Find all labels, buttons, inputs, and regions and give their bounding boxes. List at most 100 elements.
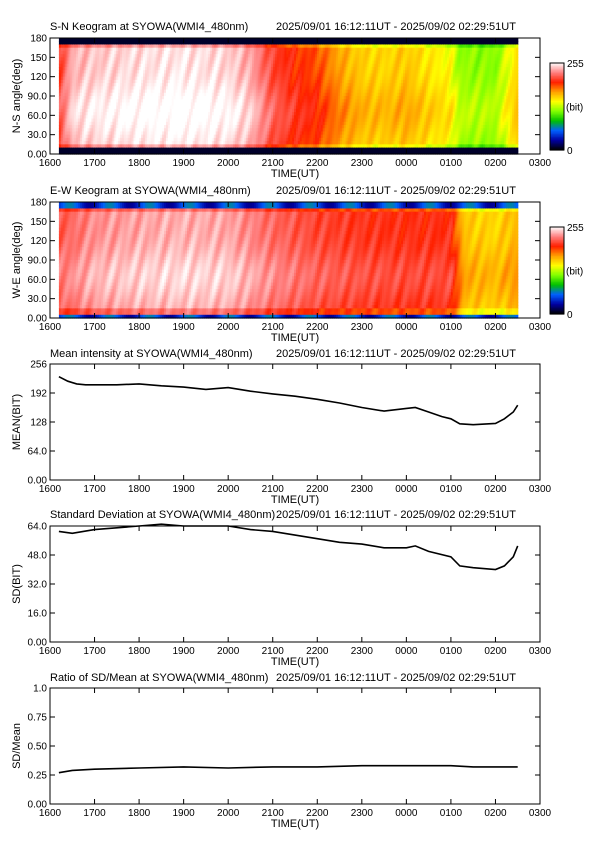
keogram-cell bbox=[74, 44, 77, 49]
keogram-cell bbox=[60, 147, 64, 152]
keogram-cell bbox=[139, 121, 142, 126]
keogram-cell bbox=[150, 50, 154, 55]
keogram-cell bbox=[110, 144, 114, 149]
keogram-cell bbox=[85, 125, 89, 129]
keogram-cell bbox=[58, 60, 62, 65]
keogram-cell bbox=[120, 47, 123, 52]
keogram-cell bbox=[152, 50, 156, 55]
keogram-cell bbox=[158, 83, 161, 87]
keogram-cell bbox=[106, 137, 110, 142]
keogram-cell bbox=[70, 102, 73, 107]
keogram-cell bbox=[99, 121, 102, 126]
keogram-cell bbox=[143, 125, 146, 129]
keogram-cell bbox=[129, 54, 133, 58]
keogram-cell bbox=[74, 38, 77, 42]
keogram-cell bbox=[154, 89, 158, 94]
keogram-cell bbox=[70, 128, 73, 133]
keogram-cell bbox=[78, 137, 81, 142]
keogram-cell bbox=[141, 112, 144, 116]
keogram-cell bbox=[148, 73, 152, 78]
keogram-cell bbox=[76, 128, 79, 133]
keogram-cell bbox=[95, 76, 98, 81]
keogram-cell bbox=[62, 108, 66, 113]
keogram-cell bbox=[97, 115, 100, 120]
keogram-cell bbox=[97, 50, 100, 55]
keogram-cell bbox=[78, 44, 81, 49]
keogram-cell bbox=[64, 41, 68, 46]
keogram-cell bbox=[85, 63, 89, 68]
keogram-cell bbox=[133, 141, 136, 145]
keogram-cell bbox=[58, 38, 62, 42]
keogram-cell bbox=[148, 92, 152, 97]
keogram-cell bbox=[123, 118, 127, 123]
keogram-cell bbox=[87, 137, 91, 142]
keogram-cell bbox=[137, 150, 140, 155]
keogram-cell bbox=[143, 131, 146, 136]
keogram-cell bbox=[137, 92, 140, 97]
keogram-cell bbox=[106, 147, 110, 152]
keogram-cell bbox=[118, 108, 121, 113]
keogram-cell bbox=[156, 83, 159, 87]
keogram-cell bbox=[131, 73, 135, 78]
keogram-cell bbox=[110, 50, 114, 55]
keogram-cell bbox=[118, 38, 121, 42]
keogram-cell bbox=[64, 105, 68, 110]
keogram-cell bbox=[131, 54, 135, 58]
keogram-cell bbox=[110, 60, 114, 65]
keogram-cell bbox=[104, 38, 108, 42]
keogram-cell bbox=[127, 63, 131, 68]
keogram-cell bbox=[143, 50, 146, 55]
keogram-cell bbox=[152, 92, 156, 97]
keogram-cell bbox=[148, 112, 152, 116]
keogram-cell bbox=[95, 50, 98, 55]
keogram-cell bbox=[110, 147, 114, 152]
keogram-cell bbox=[129, 63, 133, 68]
keogram-cell bbox=[104, 150, 108, 155]
keogram-cell bbox=[120, 128, 123, 133]
keogram-cell bbox=[116, 144, 119, 149]
keogram-cell bbox=[116, 38, 119, 42]
keogram-cell bbox=[104, 134, 108, 139]
keogram-cell bbox=[148, 70, 152, 75]
keogram-cell bbox=[122, 128, 125, 133]
keogram-cell bbox=[146, 118, 150, 123]
keogram-cell bbox=[70, 92, 73, 97]
keogram-cell bbox=[137, 79, 140, 84]
keogram-cell bbox=[122, 118, 125, 123]
keogram-cell bbox=[68, 83, 71, 87]
keogram-cell bbox=[79, 57, 83, 62]
keogram-cell bbox=[144, 67, 148, 71]
keogram-cell bbox=[91, 150, 94, 155]
keogram-cell bbox=[152, 38, 156, 42]
keogram-cell bbox=[148, 86, 152, 91]
keogram-cell bbox=[87, 112, 91, 116]
keogram-cell bbox=[144, 102, 148, 107]
keogram-cell bbox=[116, 147, 119, 152]
keogram-cell bbox=[108, 137, 112, 142]
keogram-cell bbox=[143, 38, 146, 42]
keogram-cell bbox=[87, 150, 91, 155]
keogram-cell bbox=[116, 128, 119, 133]
keogram-cell bbox=[104, 99, 108, 104]
keogram-cell bbox=[158, 57, 161, 62]
keogram-cell bbox=[91, 76, 94, 81]
keogram-cell bbox=[127, 118, 131, 123]
keogram-cell bbox=[60, 63, 64, 68]
keogram-cell bbox=[156, 73, 159, 78]
keogram-cell bbox=[74, 105, 77, 110]
keogram-cell bbox=[110, 96, 114, 100]
keogram-cell bbox=[85, 60, 89, 65]
keogram-cell bbox=[116, 115, 119, 120]
keogram-cell bbox=[97, 60, 100, 65]
keogram-cell bbox=[97, 89, 100, 94]
keogram-cell bbox=[120, 92, 123, 97]
keogram-cell bbox=[114, 54, 117, 58]
keogram-cell bbox=[102, 99, 106, 104]
keogram-cell bbox=[131, 137, 135, 142]
keogram-cell bbox=[123, 54, 127, 58]
keogram-cell bbox=[120, 147, 123, 152]
keogram-cell bbox=[72, 57, 75, 62]
keogram-cell bbox=[110, 131, 114, 136]
keogram-cell bbox=[89, 128, 93, 133]
keogram-cell bbox=[64, 83, 68, 87]
